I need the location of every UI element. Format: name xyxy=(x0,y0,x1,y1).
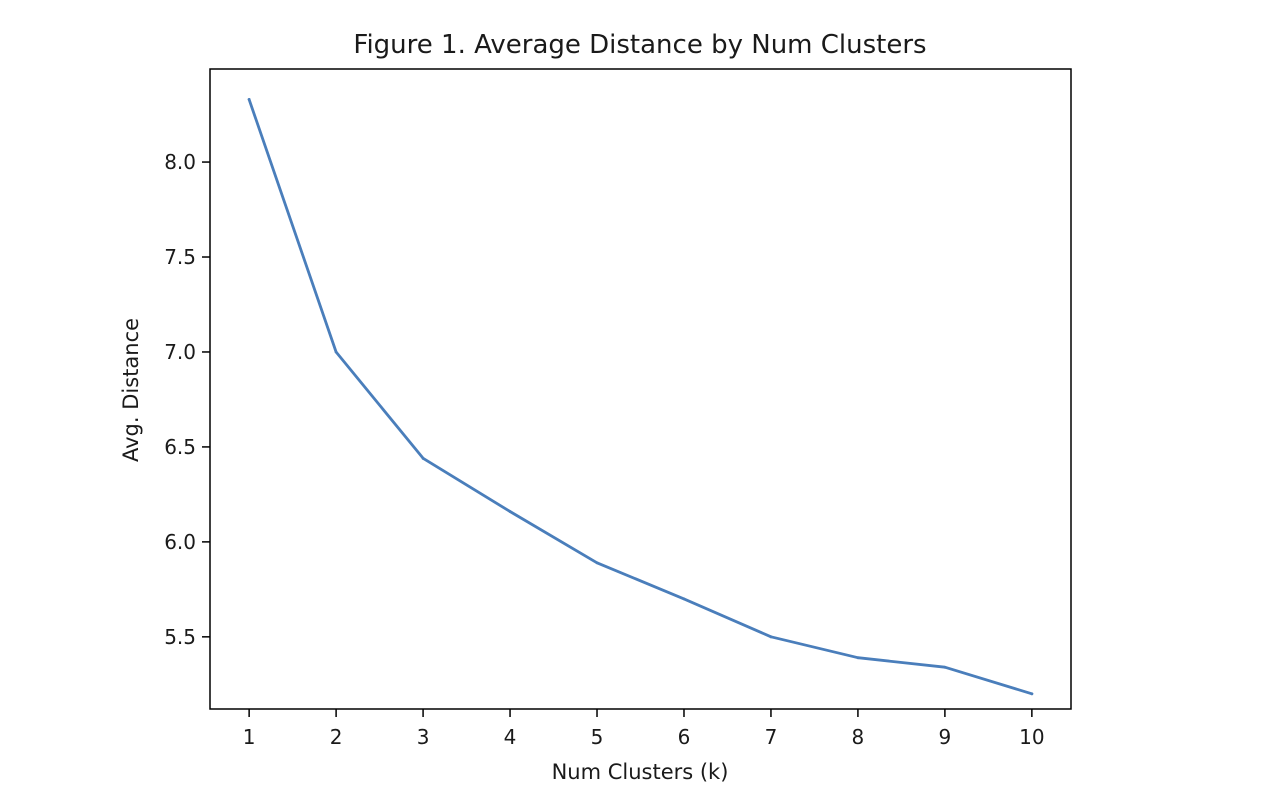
series-line-avg-distance xyxy=(247,98,1034,696)
y-tick-label: 6.0 xyxy=(164,530,196,554)
data-point xyxy=(769,635,773,639)
x-tick-label: 3 xyxy=(417,725,430,749)
data-point xyxy=(421,456,425,460)
x-axis-label: Num Clusters (k) xyxy=(552,760,729,784)
series-points xyxy=(247,97,1034,696)
data-point xyxy=(682,597,686,601)
x-tick-label: 1 xyxy=(243,725,256,749)
data-point xyxy=(595,561,599,565)
x-tick-label: 4 xyxy=(504,725,517,749)
y-axis-ticks: 5.5 6.0 6.5 7.0 7.5 8.0 xyxy=(164,150,210,649)
data-point xyxy=(334,350,338,354)
x-tick-label: 8 xyxy=(852,725,865,749)
plot-area-frame xyxy=(209,68,1072,710)
x-tick-label: 6 xyxy=(678,725,691,749)
data-point xyxy=(943,665,947,669)
y-tick-label: 7.0 xyxy=(164,340,196,364)
x-tick-label: 2 xyxy=(330,725,343,749)
data-point xyxy=(1030,692,1034,696)
data-point xyxy=(508,510,512,513)
chart-title: Figure 1. Average Distance by Num Cluste… xyxy=(353,30,926,60)
x-tick-label: 9 xyxy=(939,725,952,749)
y-tick-label: 5.5 xyxy=(164,625,196,649)
y-axis-label: Avg. Distance xyxy=(119,318,143,462)
y-tick-label: 6.5 xyxy=(164,435,196,459)
y-tick-label: 7.5 xyxy=(164,245,196,269)
x-tick-label: 5 xyxy=(591,725,604,749)
data-point xyxy=(247,97,251,101)
x-tick-label: 7 xyxy=(765,725,778,749)
x-tick-label: 10 xyxy=(1019,725,1044,749)
y-tick-label: 8.0 xyxy=(164,150,196,174)
data-point xyxy=(856,656,860,660)
x-axis-ticks: 1 2 3 4 5 6 7 8 9 10 xyxy=(243,709,1045,749)
